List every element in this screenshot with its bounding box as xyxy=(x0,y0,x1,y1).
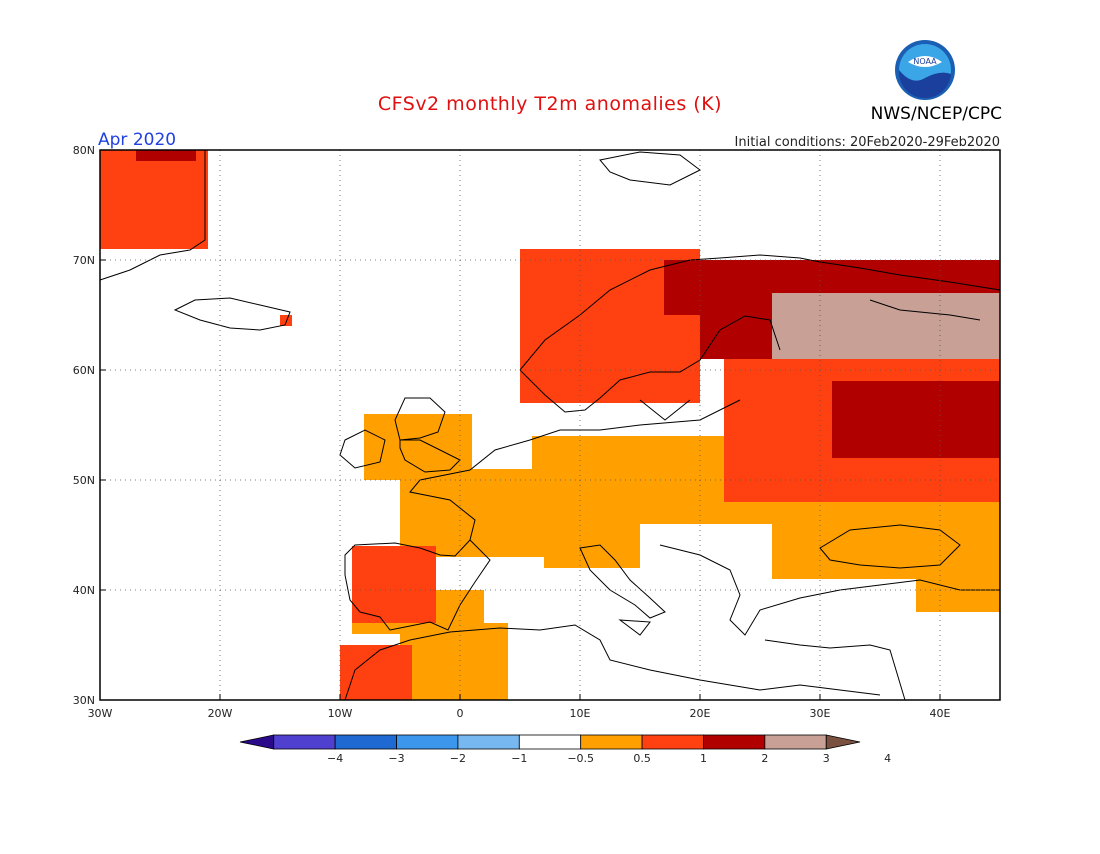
colorbar-label: −0.5 xyxy=(567,752,594,765)
month-label: Apr 2020 xyxy=(98,130,176,150)
chart-title: CFSv2 monthly T2m anomalies (K) xyxy=(378,93,722,115)
colorbar-min-triangle xyxy=(239,734,275,750)
colorbar-label: 1 xyxy=(700,752,707,765)
anomaly-region-1to2 xyxy=(772,491,1000,579)
colorbar-segment xyxy=(396,734,459,750)
anomaly-region-1to2 xyxy=(400,623,508,700)
colorbar-segment xyxy=(703,734,766,750)
anomaly-region-2to3 xyxy=(352,546,436,623)
colorbar-segment xyxy=(334,734,397,750)
colorbar-label: 0.5 xyxy=(633,752,651,765)
colorbar-segment xyxy=(641,734,704,750)
map-frame xyxy=(99,149,1001,701)
colorbar-segment xyxy=(273,734,336,750)
colorbar-label: 3 xyxy=(823,752,830,765)
colorbar-label: 2 xyxy=(761,752,768,765)
noaa-logo: NOAA xyxy=(895,40,955,100)
lat-tick-label: 70N xyxy=(73,254,95,267)
colorbar-segment xyxy=(580,734,643,750)
axis-ticks: 30W 20W 10W 0 10E 20E 30E 40E 30N 40N 50N 60N 70N 80N xyxy=(73,144,951,720)
graticule xyxy=(100,150,1000,700)
colorbar-label: −1 xyxy=(511,752,527,765)
lon-tick-label: 40E xyxy=(930,707,951,720)
colorbar-label: −4 xyxy=(327,752,343,765)
map-panel: 30W 20W 10W 0 10E 20E 30E 40E 30N 40N 50N 60N 70N 80N xyxy=(73,144,1001,720)
lon-tick-label: 20W xyxy=(208,707,233,720)
colorbar-label: −3 xyxy=(388,752,404,765)
organization-label: NWS/NCEP/CPC xyxy=(871,104,1002,124)
lon-tick-label: 30E xyxy=(810,707,831,720)
anomaly-region-2to3 xyxy=(100,150,208,249)
lon-tick-label: 10E xyxy=(570,707,591,720)
anomaly-region-3to4 xyxy=(136,150,196,161)
lon-tick-label: 30W xyxy=(88,707,113,720)
lat-tick-label: 40N xyxy=(73,584,95,597)
anomaly-fields xyxy=(100,150,1000,700)
lat-tick-label: 50N xyxy=(73,474,95,487)
logo-text: NOAA xyxy=(913,57,937,66)
coastlines xyxy=(99,150,1001,701)
lon-tick-label: 20E xyxy=(690,707,711,720)
colorbar-segment xyxy=(518,734,582,750)
lat-tick-label: 60N xyxy=(73,364,95,377)
lat-tick-label: 80N xyxy=(73,144,95,157)
anomaly-region-3to4 xyxy=(832,381,1000,458)
lon-tick-label: 10W xyxy=(328,707,353,720)
lon-tick-label: 0 xyxy=(457,707,464,720)
colorbar-segment xyxy=(457,734,520,750)
lat-tick-label: 30N xyxy=(73,694,95,707)
colorbar-segment xyxy=(764,734,827,750)
colorbar-max-triangle xyxy=(825,734,861,750)
anomaly-region-2to3 xyxy=(280,315,292,326)
colorbar-label: −2 xyxy=(450,752,466,765)
colorbar-label: 4 xyxy=(884,752,891,765)
anomaly-region-2to3 xyxy=(340,645,412,700)
initial-conditions: Initial conditions: 20Feb2020-29Feb2020 xyxy=(735,135,1000,150)
colorbar: −4 −3 −2 −1 −0.5 0.5 1 2 3 4 xyxy=(239,734,891,765)
